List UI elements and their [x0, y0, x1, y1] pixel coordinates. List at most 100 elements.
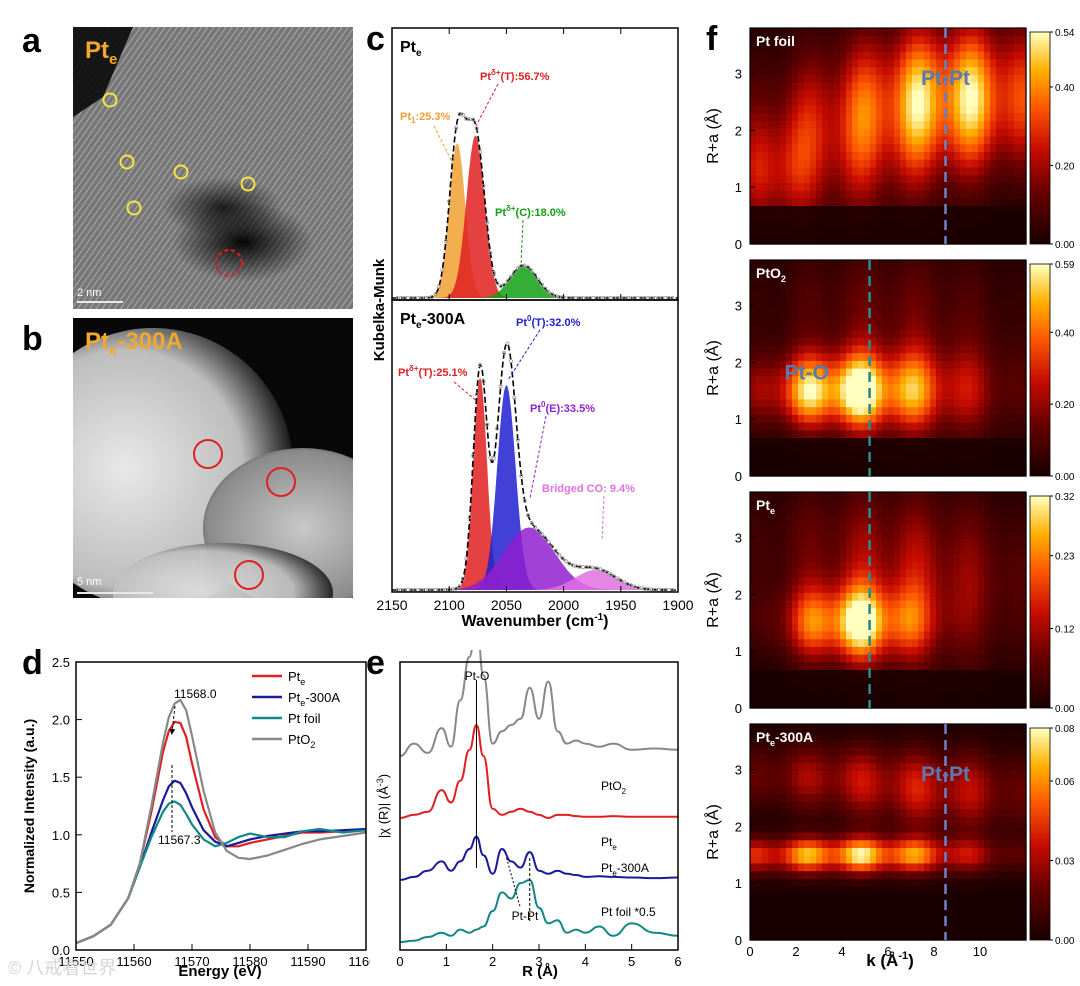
heatmap-cell	[840, 824, 847, 833]
heatmap-cell	[810, 522, 817, 532]
heatmap-cell	[792, 360, 799, 369]
heatmap-cell	[1014, 437, 1021, 446]
heatmap-cell	[1014, 28, 1021, 37]
heatmap-cell	[840, 847, 847, 856]
heatmap-cell	[780, 607, 787, 616]
heatmap-cell	[828, 739, 835, 748]
heatmap-cell	[846, 832, 853, 841]
heatmap-cell	[786, 174, 793, 183]
heatmap-cell	[798, 553, 805, 562]
heatmap-cell	[972, 398, 979, 408]
heatmap-cell	[762, 607, 769, 616]
heatmap-cell	[966, 82, 973, 91]
heatmap-cell	[870, 886, 877, 895]
heatmap-cell	[828, 422, 835, 431]
heatmap-cell	[912, 460, 919, 469]
heatmap-cell	[864, 576, 871, 586]
heatmap-cell	[834, 452, 841, 462]
heatmap-cell	[906, 321, 913, 330]
heatmap-cell	[918, 306, 925, 315]
heatmap-cell	[852, 855, 859, 864]
heatmap-cell	[834, 492, 841, 501]
heatmap-cell	[984, 383, 991, 392]
heatmap-cell	[990, 82, 997, 91]
heatmap-cell	[834, 437, 841, 446]
heatmap-cell	[822, 368, 829, 377]
heatmap-cell	[762, 197, 769, 206]
heatmap-cell	[954, 166, 961, 176]
heatmap-cell	[750, 422, 757, 431]
heatmap-cell	[834, 569, 841, 578]
heatmap-cell	[942, 344, 949, 354]
heatmap-cell	[966, 352, 973, 361]
heatmap-cell	[954, 306, 961, 315]
heatmap-cell	[912, 267, 919, 276]
heatmap-cell	[978, 112, 985, 122]
heatmap-cell	[786, 754, 793, 764]
heatmap-cell	[942, 684, 949, 694]
map-annotation: Pt-O	[785, 361, 829, 384]
heatmap-cell	[870, 290, 877, 300]
heatmap-cell	[828, 159, 835, 168]
heatmap-cell	[804, 731, 811, 740]
heatmap-cell	[798, 615, 805, 624]
heatmap-cell	[828, 136, 835, 145]
heatmap-cell	[816, 236, 823, 245]
heatmap-cell	[1008, 267, 1015, 276]
heatmap-cell	[882, 236, 889, 245]
heatmap-cell	[864, 669, 871, 678]
heatmap-cell	[864, 97, 871, 106]
heatmap-cell	[756, 89, 763, 98]
heatmap-cell	[870, 28, 877, 37]
heatmap-cell	[840, 159, 847, 168]
heatmap-cell	[876, 638, 883, 647]
heatmap-cell	[882, 97, 889, 106]
heatmap-cell	[894, 314, 901, 323]
heatmap-cell	[846, 692, 853, 701]
heatmap-cell	[996, 515, 1003, 524]
heatmap-cell	[972, 321, 979, 330]
heatmap-cell	[852, 677, 859, 686]
heatmap-cell	[840, 669, 847, 678]
heatmap-cell	[966, 530, 973, 539]
heatmap-cell	[954, 406, 961, 415]
heatmap-cell	[1008, 460, 1015, 469]
heatmap-cell	[930, 182, 937, 191]
heatmap-cell	[870, 623, 877, 632]
heatmap-cell	[852, 43, 859, 52]
heatmap-cell	[936, 507, 943, 516]
heatmap-cell	[918, 220, 925, 230]
heatmap-cell	[768, 174, 775, 183]
heatmap-cell	[894, 283, 901, 292]
heatmap-cell	[894, 924, 901, 933]
heatmap-cell	[798, 692, 805, 701]
heatmap-cell	[918, 375, 925, 384]
heatmap-cell	[900, 901, 907, 910]
heatmap-cell	[822, 801, 829, 810]
heatmap-cell	[786, 275, 793, 284]
heatmap-cell	[774, 824, 781, 833]
heatmap-cell	[756, 561, 763, 570]
heatmap-cell	[750, 870, 757, 879]
heatmap-cell	[1002, 344, 1009, 354]
heatmap-cell	[1020, 220, 1027, 230]
heatmap-cell	[870, 429, 877, 438]
heatmap-cell	[852, 260, 859, 269]
heatmap-cell	[990, 197, 997, 206]
heatmap-cell	[792, 275, 799, 284]
heatmap-cell	[768, 916, 775, 926]
heatmap-cell	[858, 437, 865, 446]
heatmap-cell	[960, 623, 967, 632]
heatmap-cell	[762, 576, 769, 586]
heatmap-cell	[876, 646, 883, 655]
heatmap-cell	[852, 847, 859, 856]
heatmap-cell	[798, 638, 805, 647]
drifts-bottom-frame	[391, 299, 679, 593]
heatmap-cell	[846, 267, 853, 276]
heatmap-cell	[924, 213, 931, 222]
heatmap-cell	[816, 429, 823, 438]
heatmap-cell	[888, 909, 895, 918]
heatmap-cell	[996, 569, 1003, 578]
annotation-pt0-t: Pt0(T):32.0%	[516, 314, 581, 329]
heatmap-cell	[864, 638, 871, 647]
